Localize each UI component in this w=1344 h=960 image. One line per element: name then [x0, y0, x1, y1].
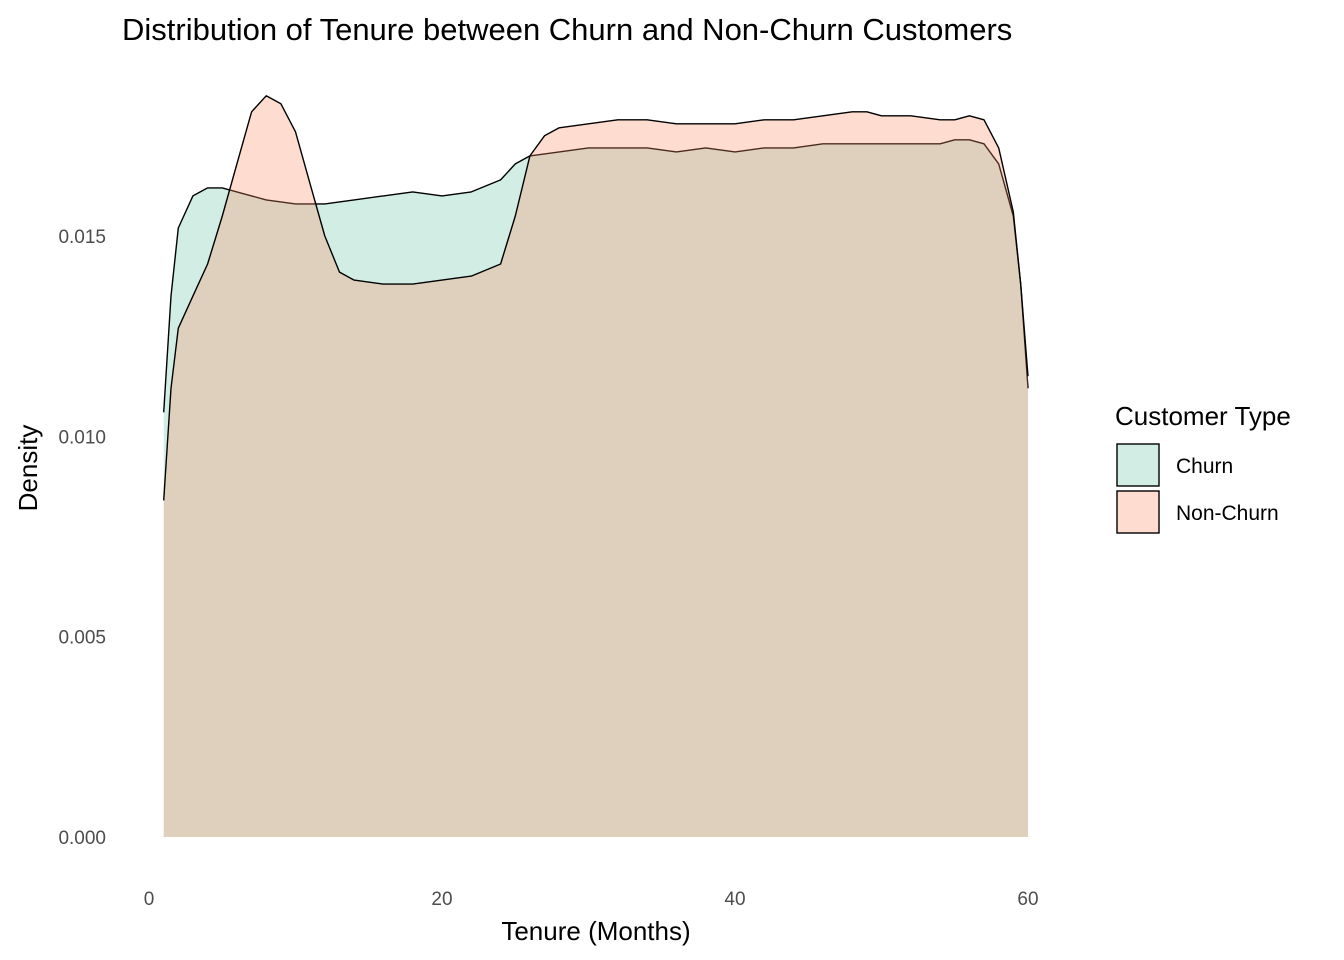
- y-tick-label: 0.000: [58, 828, 106, 849]
- density-line-non-churn: [163, 95, 1029, 501]
- x-tick-label: 0: [144, 889, 155, 910]
- legend-key-churn: [1116, 443, 1160, 487]
- legend-label-non-churn: Non-Churn: [1176, 502, 1279, 525]
- x-tick-label: 40: [724, 889, 745, 910]
- y-tick-label: 0.015: [58, 227, 106, 248]
- x-ticks: 0 20 40 60: [144, 889, 1039, 910]
- legend: Customer Type Churn Non-Churn: [1115, 401, 1291, 534]
- plot-area: [163, 95, 1029, 838]
- legend-key-non-churn: [1116, 490, 1160, 534]
- y-ticks: 0.000 0.005 0.010 0.015: [58, 227, 106, 849]
- chart-title: Distribution of Tenure between Churn and…: [122, 12, 1012, 47]
- legend-key-background: [1117, 444, 1159, 486]
- y-axis-title: Density: [13, 425, 43, 512]
- y-tick-label: 0.005: [58, 628, 106, 649]
- density-line-churn: [163, 139, 1029, 413]
- x-tick-label: 60: [1017, 889, 1038, 910]
- density-area-churn: [163, 139, 1028, 838]
- x-tick-label: 20: [431, 889, 452, 910]
- density-area-non-churn: [163, 95, 1028, 838]
- legend-title: Customer Type: [1115, 401, 1291, 431]
- legend-key-background: [1117, 491, 1159, 533]
- y-tick-label: 0.010: [58, 427, 106, 448]
- legend-label-churn: Churn: [1176, 455, 1233, 478]
- x-axis-title: Tenure (Months): [501, 916, 690, 946]
